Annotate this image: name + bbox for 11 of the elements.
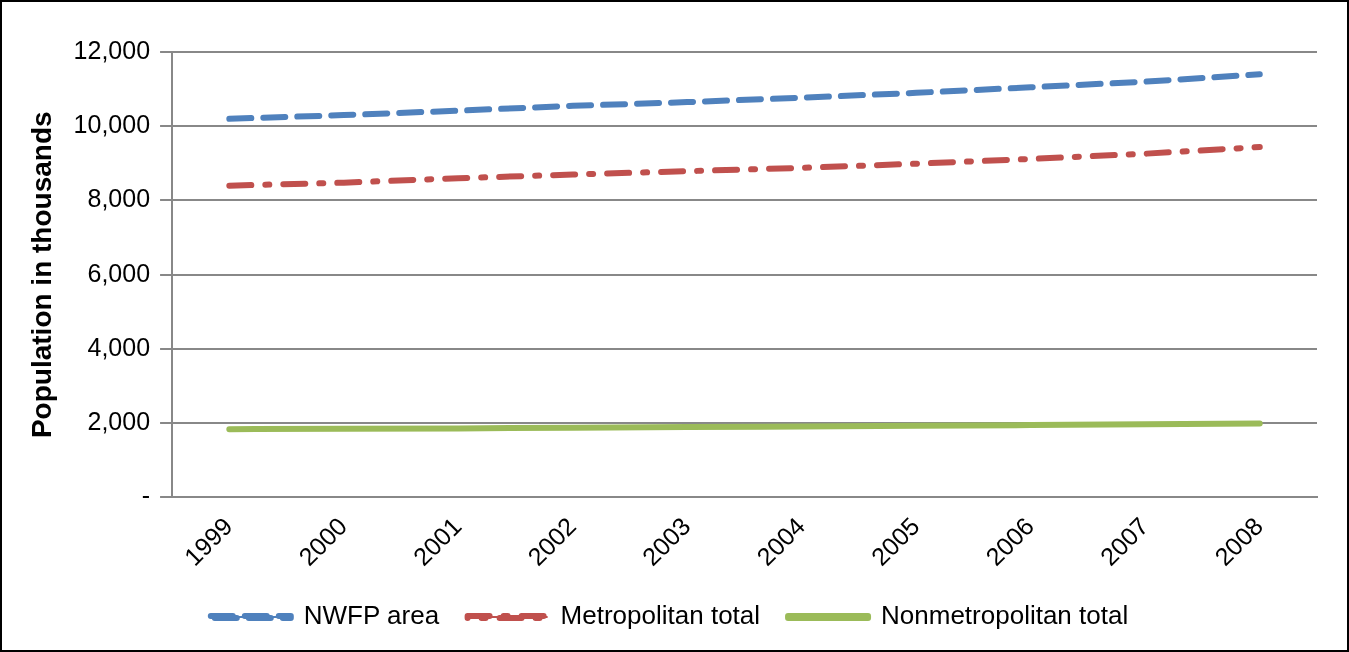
y-axis-title: Population in thousands — [25, 111, 57, 439]
legend-label: Nonmetropolitan total — [881, 600, 1129, 631]
y-tick-label: 4,000 — [87, 332, 151, 361]
y-tick-label: - — [141, 481, 151, 510]
y-tick-label: 8,000 — [87, 184, 151, 213]
y-tick-label: 10,000 — [73, 110, 151, 139]
y-tick-label: 2,000 — [87, 407, 151, 436]
legend-label: Metropolitan total — [560, 600, 761, 631]
y-tick-label: 6,000 — [87, 258, 151, 287]
legend-label: NWFP area — [303, 600, 440, 631]
y-tick-label: 12,000 — [73, 35, 151, 64]
